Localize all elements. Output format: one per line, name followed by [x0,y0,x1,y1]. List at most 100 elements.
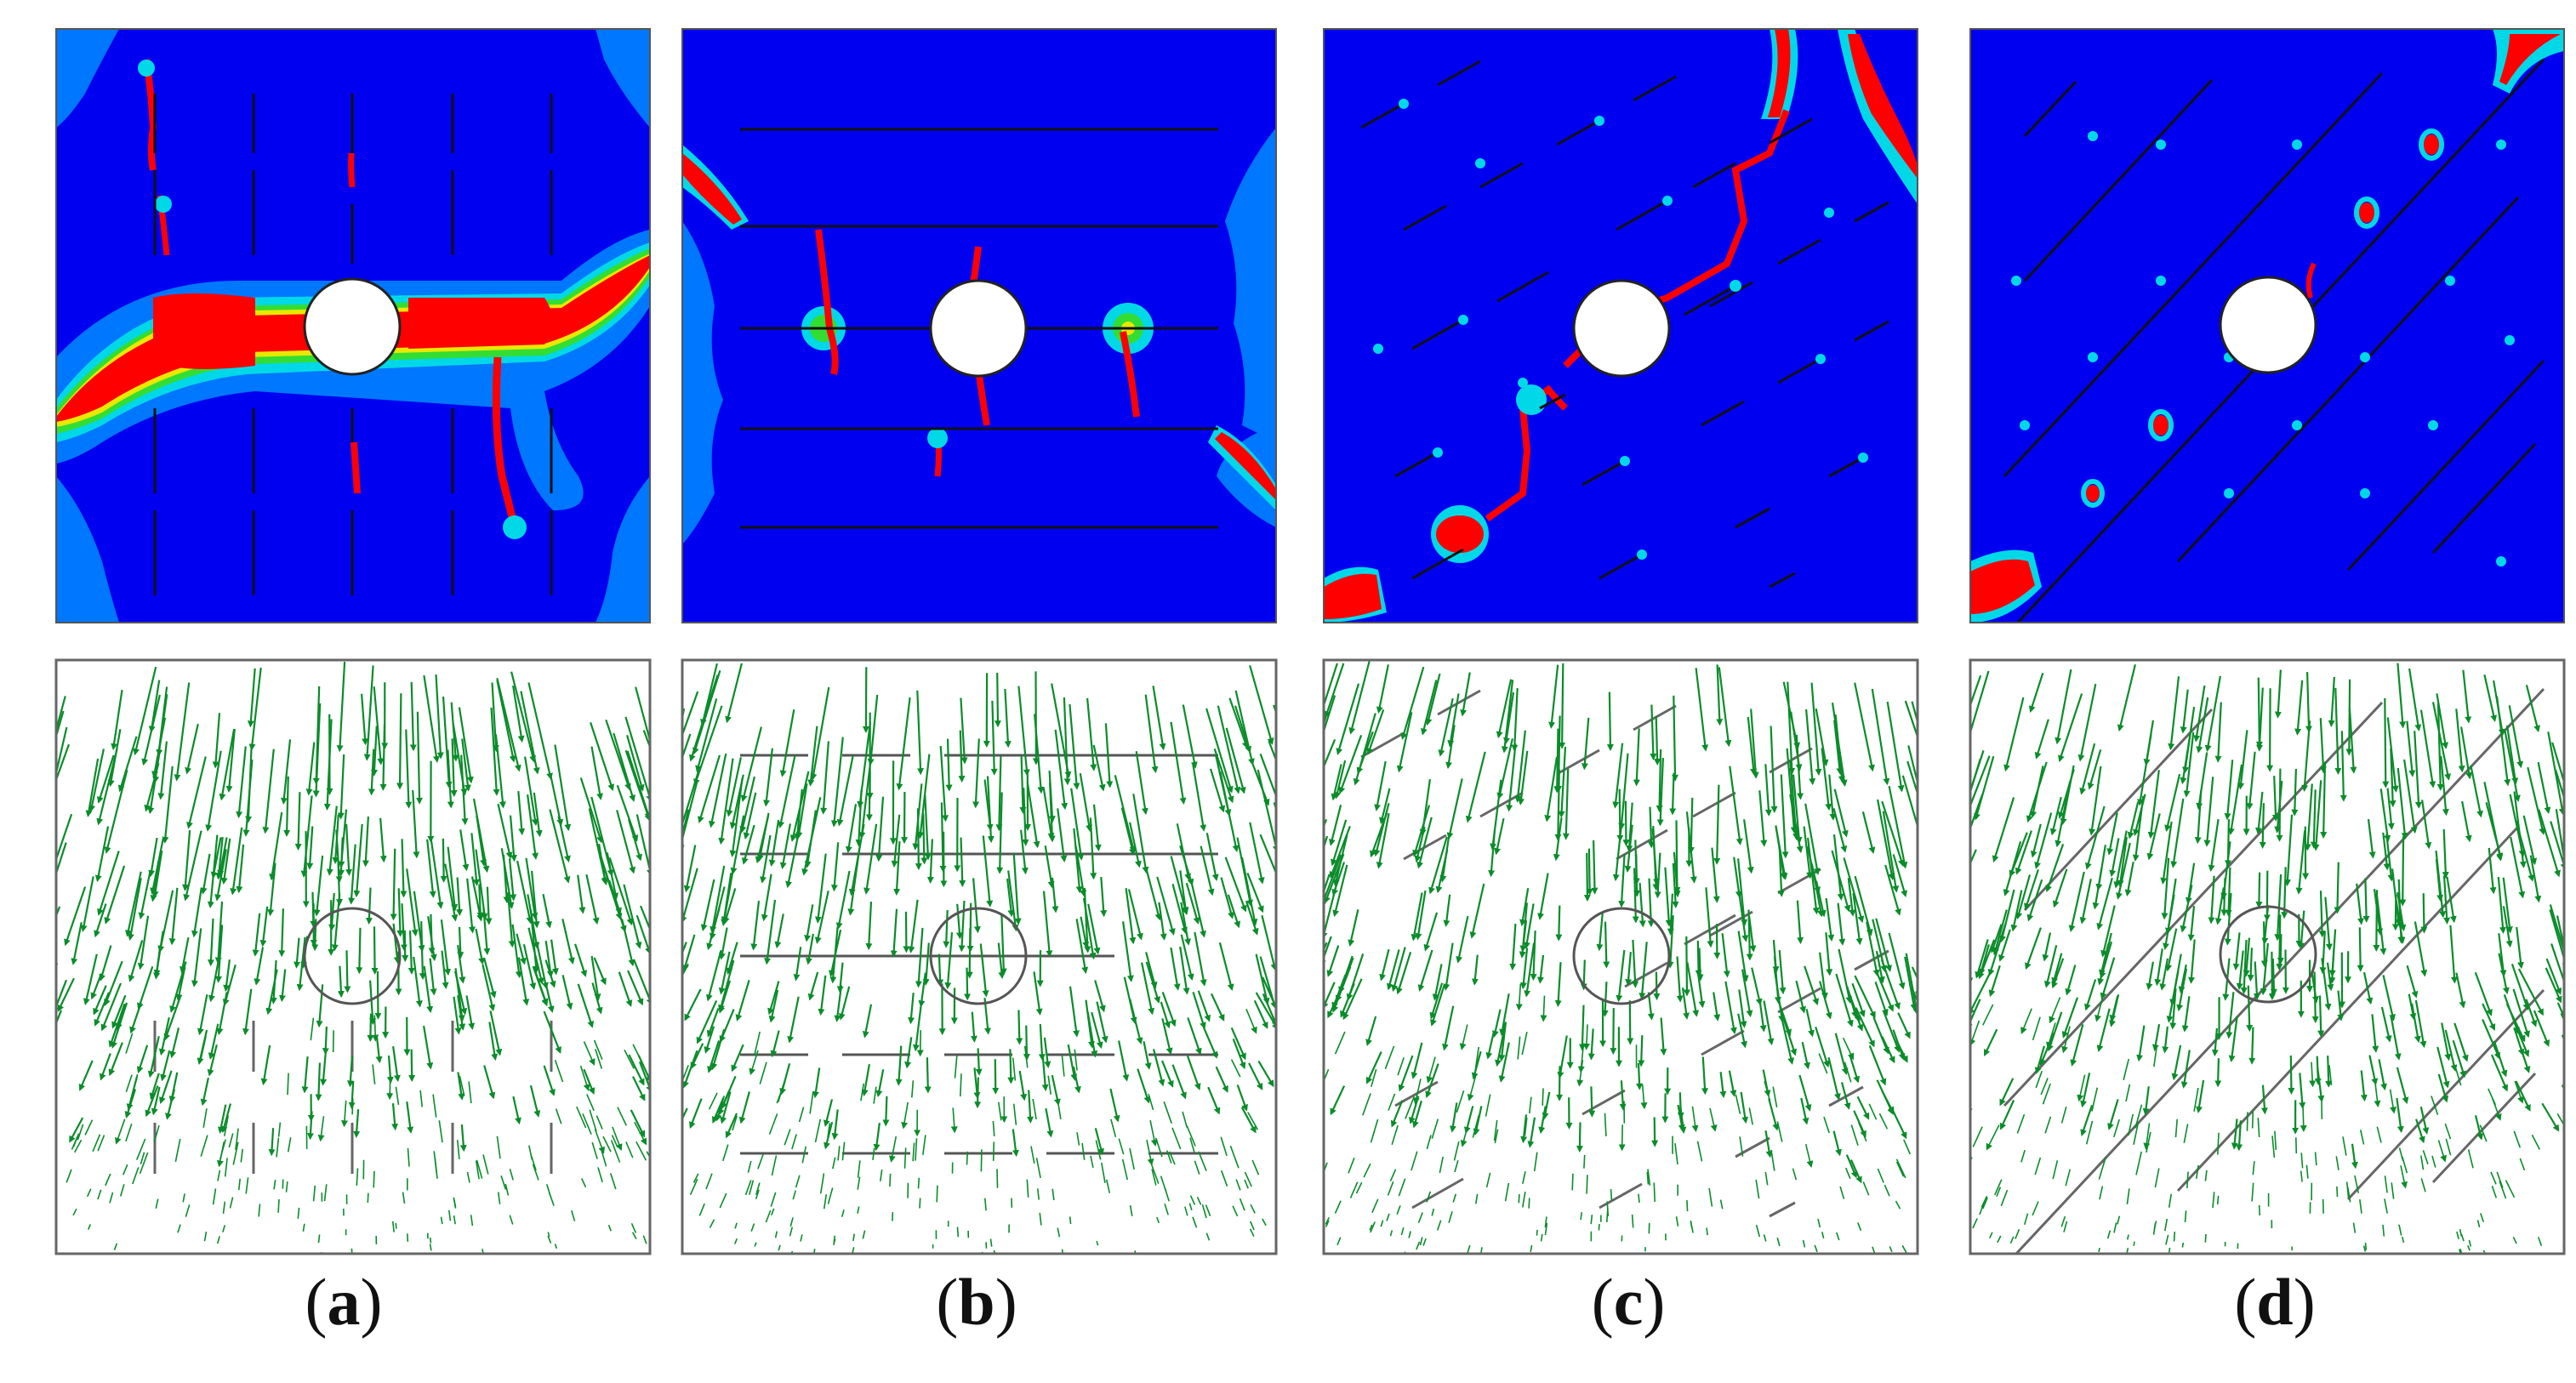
displacement-vector [943,910,950,948]
panel-label-a: (a) [305,1265,383,1339]
displacement-vector [136,1044,149,1074]
displacement-vector [159,1070,173,1104]
displacement-vector [1622,800,1630,847]
displacement-vector [1583,1154,1586,1169]
displacement-vector [240,1148,243,1163]
displacement-vector [695,698,718,773]
displacement-vector [631,1232,637,1239]
displacement-vector [1143,1041,1152,1070]
displacement-vector [139,1152,149,1175]
displacement-vector [611,1135,618,1148]
displacement-vector [408,1049,416,1083]
displacement-vector [1089,817,1097,880]
displacement-vector [1146,1140,1154,1166]
displacement-vector [1475,1193,1479,1204]
displacement-vector [945,738,953,792]
displacement-vector [428,913,436,955]
displacement-vector [1151,1169,1157,1186]
displacement-vector [157,741,168,800]
displacement-vector [593,957,607,986]
displacement-vector [908,899,919,953]
displacement-vector [220,838,231,885]
displacement-vector [372,1064,376,1084]
displacement-vector [692,669,721,755]
displacement-vector [1160,1001,1171,1029]
displacement-vector [402,930,409,963]
displacement-vector [1249,1221,1255,1231]
displacement-vector [830,842,840,892]
displacement-vector [549,809,571,884]
displacement-vector [814,1118,822,1143]
displacement-vector [595,1049,603,1069]
displacement-vector [586,1094,595,1112]
displacement-vector [545,1184,551,1195]
displacement-vector [323,1184,328,1202]
displacement-vector [1230,1027,1246,1061]
displacement-vector [278,969,287,1003]
displacement-vector [1170,721,1187,805]
displacement-vector [509,815,517,862]
displacement-vector [1187,1017,1202,1056]
displacement-vector [207,1044,218,1077]
displacement-vector [972,878,981,934]
displacement-vector [750,900,761,951]
displacement-vector [984,1198,987,1211]
displacement-vector [124,1089,137,1118]
displacement-vector [169,1027,180,1059]
displacement-vector [92,1134,101,1152]
displacement-vector [1249,664,1274,745]
displacement-vector [373,686,385,765]
displacement-vector [269,811,283,881]
displacement-vector [682,934,696,972]
displacement-vector [1165,1150,1172,1164]
displacement-vector [297,1207,300,1219]
displacement-vector [1171,1064,1187,1100]
displacement-vector [1186,1056,1201,1090]
displacement-vector [84,1119,94,1135]
displacement-vector [801,1146,807,1164]
displacement-vector [197,993,208,1036]
displacement-vector [721,1075,737,1110]
displacement-vector [755,1189,760,1200]
displacement-vector [922,1135,926,1156]
displacement-vector [768,989,779,1023]
displacement-vector [1012,1103,1017,1125]
displacement-vector [100,982,123,1032]
vector-plot-b [682,660,1276,1254]
displacement-vector [1038,1024,1046,1061]
displacement-vector [453,1215,456,1225]
displacement-vector [865,902,873,951]
displacement-vector [1114,775,1137,854]
displacement-vector [242,988,253,1036]
displacement-vector [509,1215,514,1225]
displacement-vector [300,795,313,878]
displacement-vector [1044,845,1055,889]
displacement-vector [959,837,966,888]
displacement-vector [140,1152,145,1165]
displacement-vector [1016,1010,1023,1045]
displacement-vector [1496,738,1513,800]
displacement-vector [509,1168,514,1181]
displacement-vector [336,662,346,753]
displacement-vector [1253,999,1268,1029]
displacement-vector [1207,1086,1221,1115]
displacement-vector [972,738,980,809]
displacement-vector [476,884,484,919]
displacement-vector [1202,1027,1218,1059]
displacement-vector [982,835,994,908]
displacement-vector [125,1124,133,1141]
displacement-vector [1152,686,1166,751]
displacement-vector [576,1106,587,1129]
displacement-vector [216,1236,220,1244]
displacement-vector [185,1204,191,1217]
contour-frame-a [55,28,651,623]
displacement-vector [320,1051,328,1086]
displacement-vector [682,783,698,843]
displacement-vector [236,844,245,894]
displacement-vector [57,977,75,1012]
displacement-vector [705,1173,713,1190]
displacement-vector [488,1022,499,1061]
displacement-vector [151,850,163,898]
displacement-vector [1654,715,1661,765]
displacement-vector [605,719,631,791]
